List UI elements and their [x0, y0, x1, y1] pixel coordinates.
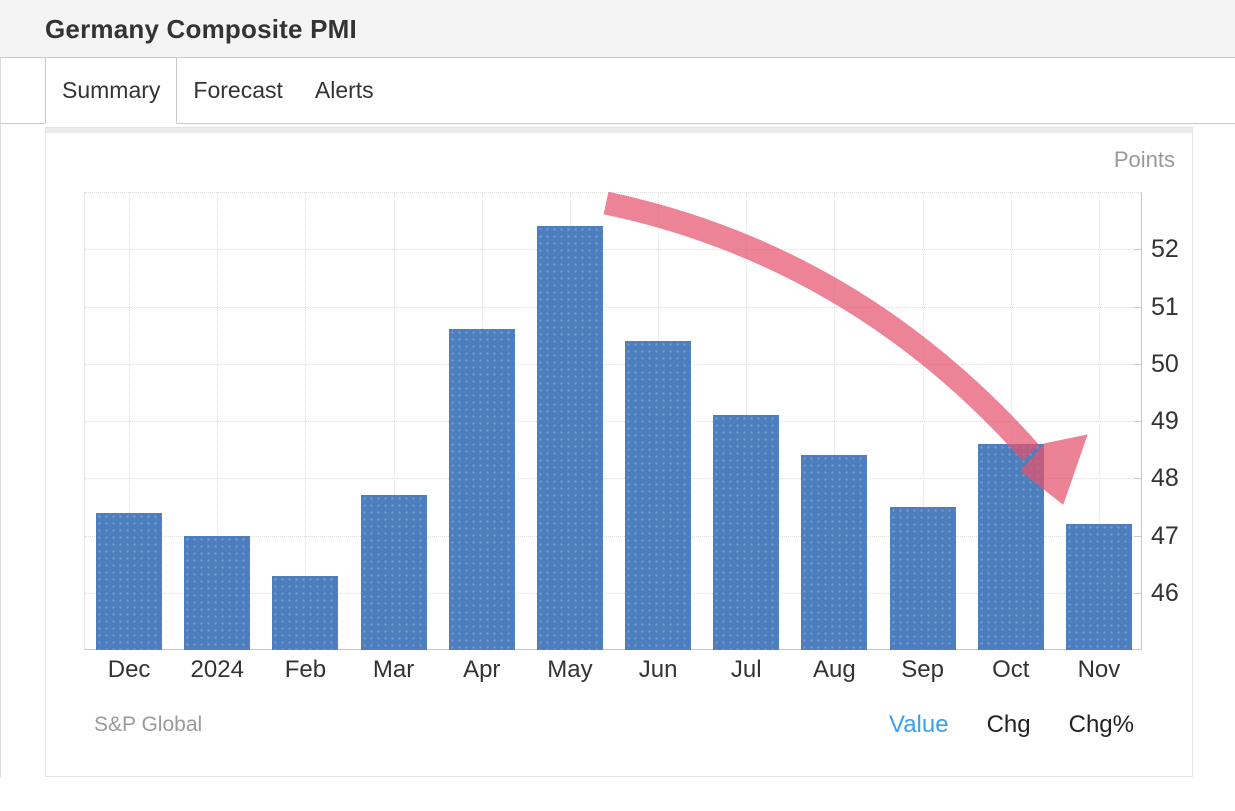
y-gridline: [85, 535, 1141, 537]
x-axis-label: Jun: [638, 656, 678, 683]
y-axis-tick: [1134, 421, 1142, 422]
y-axis-label: 46: [1151, 578, 1179, 607]
x-axis-label: Mar: [372, 656, 415, 683]
bar-Dec[interactable]: [96, 512, 163, 650]
x-gridline: [305, 192, 307, 649]
y-axis-title: Points: [1113, 147, 1175, 172]
y-axis-label: 52: [1151, 235, 1179, 264]
x-axis-label: Aug: [813, 656, 856, 683]
y-gridline: [85, 306, 1141, 308]
y-axis-tick: [1134, 478, 1142, 480]
x-gridline: [129, 192, 131, 649]
chart-card-topstrip: [46, 128, 1192, 133]
bar-Feb[interactable]: [272, 575, 339, 650]
x-gridline: [217, 192, 219, 649]
tab-alerts[interactable]: Alerts: [298, 58, 390, 123]
y-axis-label: 50: [1151, 349, 1179, 378]
x-gridline: [1098, 192, 1100, 649]
bar-Jul[interactable]: [713, 415, 780, 650]
bar-Nov[interactable]: [1065, 524, 1132, 650]
x-axis-label: Apr: [463, 656, 501, 683]
x-axis-label: Oct: [992, 656, 1030, 683]
x-gridline: [393, 192, 395, 649]
y-axis-label: 51: [1151, 292, 1179, 321]
tab-forecast[interactable]: Forecast: [177, 58, 299, 123]
y-axis-label: 49: [1151, 407, 1179, 435]
bar-Aug[interactable]: [801, 455, 868, 650]
bar-Jun[interactable]: [625, 340, 692, 650]
series-toggle-row: Value Chg Chg%: [889, 711, 1134, 739]
y-axis-tick: [1134, 363, 1142, 365]
x-axis-label: Nov: [1077, 656, 1121, 683]
bar-Mar[interactable]: [360, 495, 427, 650]
y-axis-tick: [1134, 535, 1142, 537]
series-toggle-value[interactable]: Value: [888, 711, 949, 738]
bar-2024[interactable]: [184, 535, 251, 650]
chart-card: Points 46 47 48 49 50 51 52 Dec 2024 Feb Mar Apr May…: [45, 127, 1193, 777]
header: Germany Composite PMI: [0, 0, 1235, 58]
x-axis-label: Sep: [901, 656, 944, 683]
page-title: Germany Composite PMI: [45, 14, 357, 44]
x-axis-label: May: [547, 656, 593, 683]
x-axis-label: Jul: [730, 656, 762, 683]
x-axis-label: Dec: [107, 656, 151, 683]
source-label: S&P Global: [94, 713, 203, 736]
series-toggle-chgpct[interactable]: Chg%: [1068, 711, 1134, 738]
y-axis-tick: [1134, 306, 1142, 308]
y-gridline: [85, 249, 1141, 251]
y-axis-tick: [1134, 249, 1142, 251]
bar-Apr[interactable]: [448, 329, 515, 650]
y-axis-label: 47: [1151, 521, 1179, 550]
y-gridline: [85, 421, 1141, 422]
y-gridline-top: [85, 192, 1141, 193]
x-axis-label: Feb: [284, 656, 327, 683]
tab-summary[interactable]: Summary: [45, 58, 178, 124]
y-axis-label: 48: [1151, 464, 1179, 493]
y-gridline: [85, 592, 1141, 594]
y-gridline: [85, 363, 1141, 365]
series-toggle-chg[interactable]: Chg: [986, 711, 1031, 738]
bar-Oct[interactable]: [977, 443, 1044, 650]
bar-May[interactable]: [536, 226, 603, 650]
y-axis-tick: [1134, 592, 1142, 594]
y-gridline: [85, 478, 1141, 480]
bar-Sep[interactable]: [889, 506, 956, 650]
plot-area: 46 47 48 49 50 51 52 Dec 2024 Feb Mar Apr May Jun Jul A…: [84, 192, 1179, 683]
left-edge-divider: [0, 58, 1, 777]
x-axis-label: 2024: [190, 656, 244, 683]
tab-bar: Summary Forecast Alerts: [0, 58, 1235, 124]
